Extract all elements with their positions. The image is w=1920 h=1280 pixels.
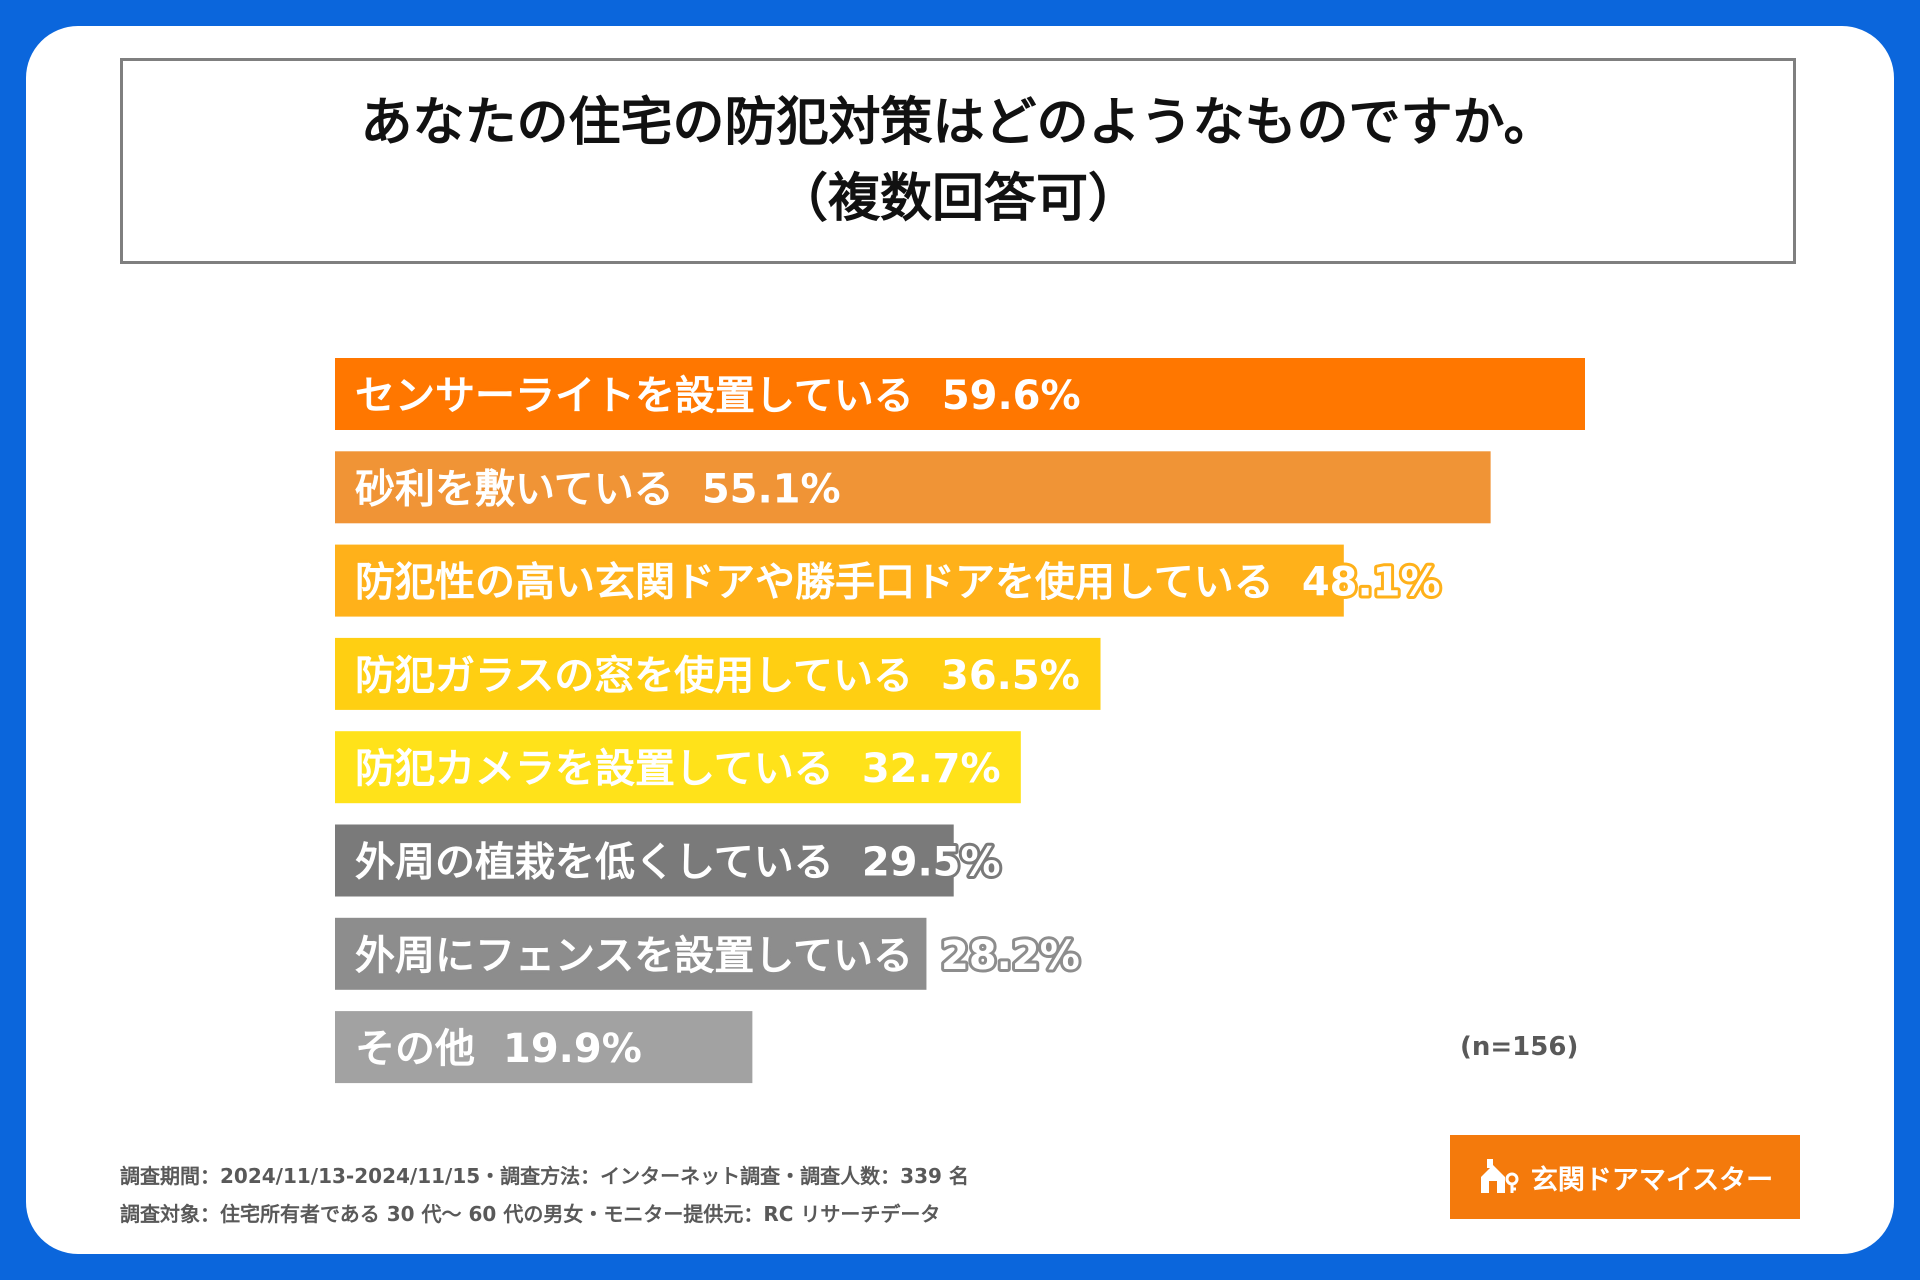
bar-6: [335, 824, 954, 897]
bar-label-2: 砂利を敷いている 55.1%: [355, 466, 841, 512]
bar-1: [335, 358, 1585, 430]
bar-8: [335, 1011, 753, 1084]
value-label-3: 48.1%: [1302, 560, 1441, 606]
category-label-6: 外周の植栽を低くしている: [355, 840, 834, 886]
category-label-5: 防犯カメラを設置している: [355, 746, 834, 792]
category-label-7: 外周にフェンスを設置している: [355, 933, 913, 979]
category-label-1: センサーライトを設置している: [355, 373, 914, 419]
bar-label-8: その他 19.9%: [355, 1026, 642, 1072]
title-box: あなたの住宅の防犯対策はどのようなものですか。 （複数回答可）: [120, 58, 1796, 264]
value-label-6: 29.5%: [862, 840, 1001, 886]
value-label-7: 28.2%: [941, 933, 1080, 979]
bar-4: [335, 637, 1101, 710]
sample-size-note: (n=156): [1460, 1032, 1579, 1062]
value-label-2: 55.1%: [702, 466, 841, 512]
category-label-2: 砂利を敷いている: [355, 466, 674, 512]
bar-3: [335, 544, 1344, 617]
value-label-1: 59.6%: [942, 373, 1081, 419]
category-label-4: 防犯ガラスの窓を使用している: [355, 653, 913, 699]
value-label-5: 32.7%: [862, 746, 1001, 792]
bar-2: [335, 451, 1491, 524]
house-key-icon: [1480, 1159, 1519, 1193]
chart-title: あなたの住宅の防犯対策はどのようなものですか。: [360, 93, 1556, 153]
bar-label-1: センサーライトを設置している 59.6%: [355, 373, 1081, 419]
value-label-4: 36.5%: [941, 653, 1080, 699]
brand-logo-text: 玄関ドアマイスター: [1530, 1164, 1774, 1196]
category-label-8: その他: [355, 1026, 475, 1072]
bar-label-4: 防犯ガラスの窓を使用している 36.5%: [355, 653, 1080, 699]
brand-logo: 玄関ドアマイスター: [1450, 1135, 1800, 1219]
survey-target-note: 調査対象：住宅所有者である 30 代～ 60 代の男女・モニター提供元：RC リ…: [120, 1202, 941, 1226]
bar-label-3: 防犯性の高い玄関ドアや勝手口ドアを使用している 48.1%: [355, 560, 1441, 606]
value-label-8: 19.9%: [503, 1026, 642, 1072]
bar-7: [335, 917, 927, 990]
category-label-3: 防犯性の高い玄関ドアや勝手口ドアを使用している: [355, 560, 1274, 606]
bar-label-7: 外周にフェンスを設置している 28.2%: [355, 933, 1080, 979]
bar-label-5: 防犯カメラを設置している 32.7%: [355, 746, 1001, 792]
chart-subtitle: （複数回答可）: [775, 169, 1140, 229]
survey-period-note: 調査期間：2024/11/13-2024/11/15・調査方法：インターネット調…: [120, 1164, 969, 1188]
bar-label-6: 外周の植栽を低くしている 29.5%: [355, 840, 1001, 886]
bar-5: [335, 731, 1021, 804]
